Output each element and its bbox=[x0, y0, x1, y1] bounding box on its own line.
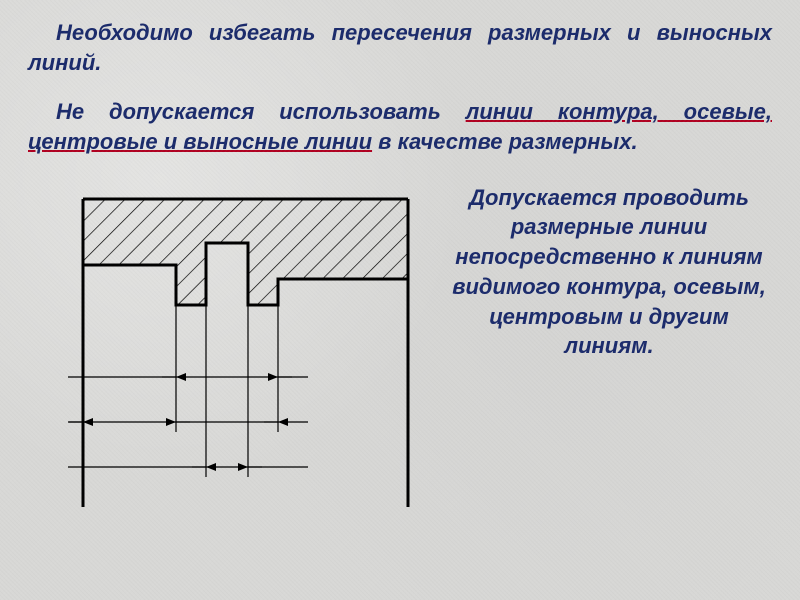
paragraph-1: Необходимо избегать пересечения размерны… bbox=[28, 18, 772, 77]
p2-post: в качестве размерных. bbox=[372, 129, 638, 154]
paragraph-2: Не допускается использовать линии контур… bbox=[28, 97, 772, 156]
p1-text: Необходимо избегать пересечения размерны… bbox=[28, 20, 772, 75]
content-row: Допускается проводить размерные линии не… bbox=[28, 177, 772, 517]
technical-diagram bbox=[28, 177, 428, 517]
side-paragraph: Допускается проводить размерные линии не… bbox=[446, 177, 772, 361]
p2-pre: Не допускается использовать bbox=[56, 99, 466, 124]
